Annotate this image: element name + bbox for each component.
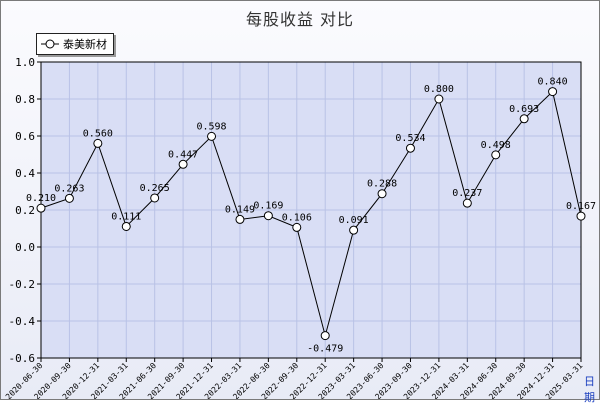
data-point — [150, 193, 160, 203]
y-tick-label: 1.0 — [15, 56, 35, 69]
data-label: 0.265 — [140, 183, 170, 194]
data-label: 0.498 — [481, 140, 511, 151]
data-label: 0.560 — [83, 128, 113, 139]
data-point — [121, 221, 131, 231]
data-label: 0.840 — [538, 77, 568, 88]
data-point — [349, 225, 359, 235]
data-point — [377, 189, 387, 199]
data-label: 0.263 — [54, 183, 84, 194]
data-point — [320, 331, 330, 341]
y-tick-label: 0.2 — [15, 204, 35, 217]
y-tick-label: 0.0 — [15, 241, 35, 254]
y-tick-label: -0.2 — [9, 278, 36, 291]
data-label: 0.237 — [452, 188, 482, 199]
data-point — [491, 150, 501, 160]
data-label: 0.288 — [367, 179, 397, 190]
data-point — [519, 114, 529, 124]
data-label: 0.149 — [225, 204, 255, 215]
y-tick-label: -0.6 — [9, 352, 36, 365]
data-label: 0.534 — [395, 133, 425, 144]
x-axis-label: 日期 — [584, 375, 595, 404]
data-point — [64, 193, 74, 203]
data-point — [292, 222, 302, 232]
y-tick-label: -0.4 — [9, 315, 36, 328]
data-label: 0.091 — [339, 215, 369, 226]
data-point — [36, 203, 46, 213]
series-line — [40, 90, 582, 338]
data-label: 0.598 — [196, 121, 226, 132]
data-point — [93, 138, 103, 148]
data-label: 0.169 — [253, 201, 283, 212]
data-label: 0.447 — [168, 149, 198, 160]
data-label: 0.693 — [509, 104, 539, 115]
legend-label: 泰美新材 — [63, 38, 107, 51]
data-label: 0.106 — [282, 212, 312, 223]
data-point — [207, 131, 217, 141]
data-label: -0.479 — [307, 344, 343, 355]
legend: 泰美新材 — [36, 33, 114, 55]
data-point — [576, 211, 586, 221]
chart-svg: 1.00.80.60.40.20.0-0.2-0.4-0.62020-06-30… — [4, 56, 596, 399]
data-label: 0.800 — [424, 84, 454, 95]
chart-title: 每股收益 对比 — [245, 10, 355, 29]
y-tick-label: 0.8 — [15, 93, 35, 106]
legend-marker-icon — [41, 39, 59, 49]
y-tick-label: 0.6 — [15, 130, 35, 143]
data-label: 0.210 — [26, 193, 56, 204]
data-point — [434, 94, 444, 104]
data-point — [235, 214, 245, 224]
data-point — [178, 159, 188, 169]
data-point — [462, 198, 472, 208]
data-point — [405, 143, 415, 153]
data-label: 0.111 — [111, 211, 141, 222]
data-point — [263, 211, 273, 221]
data-label: 0.167 — [566, 201, 596, 212]
data-point — [548, 87, 558, 97]
y-tick-label: 0.4 — [15, 167, 35, 180]
